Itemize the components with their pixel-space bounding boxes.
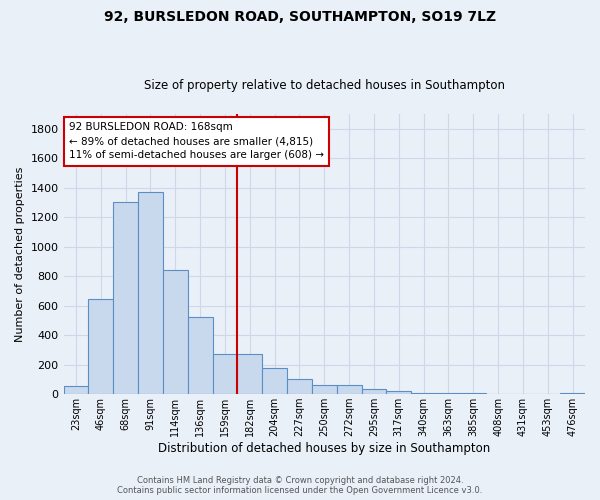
Bar	[113, 202, 138, 394]
Bar	[386, 391, 411, 394]
Bar	[138, 192, 163, 394]
Y-axis label: Number of detached properties: Number of detached properties	[15, 166, 25, 342]
Title: Size of property relative to detached houses in Southampton: Size of property relative to detached ho…	[144, 79, 505, 92]
Bar	[238, 354, 262, 394]
Bar	[461, 393, 485, 394]
Bar	[163, 270, 188, 394]
Bar	[88, 299, 113, 394]
Bar	[337, 385, 362, 394]
Bar	[436, 392, 461, 394]
Text: 92, BURSLEDON ROAD, SOUTHAMPTON, SO19 7LZ: 92, BURSLEDON ROAD, SOUTHAMPTON, SO19 7L…	[104, 10, 496, 24]
Bar	[262, 368, 287, 394]
Bar	[362, 389, 386, 394]
Bar	[312, 385, 337, 394]
Text: 92 BURSLEDON ROAD: 168sqm
← 89% of detached houses are smaller (4,815)
11% of se: 92 BURSLEDON ROAD: 168sqm ← 89% of detac…	[69, 122, 324, 160]
Bar	[64, 386, 88, 394]
Bar	[411, 392, 436, 394]
Bar	[560, 392, 585, 394]
Bar	[188, 317, 212, 394]
Bar	[212, 354, 238, 394]
Bar	[287, 378, 312, 394]
Text: Contains HM Land Registry data © Crown copyright and database right 2024.
Contai: Contains HM Land Registry data © Crown c…	[118, 476, 482, 495]
X-axis label: Distribution of detached houses by size in Southampton: Distribution of detached houses by size …	[158, 442, 490, 455]
